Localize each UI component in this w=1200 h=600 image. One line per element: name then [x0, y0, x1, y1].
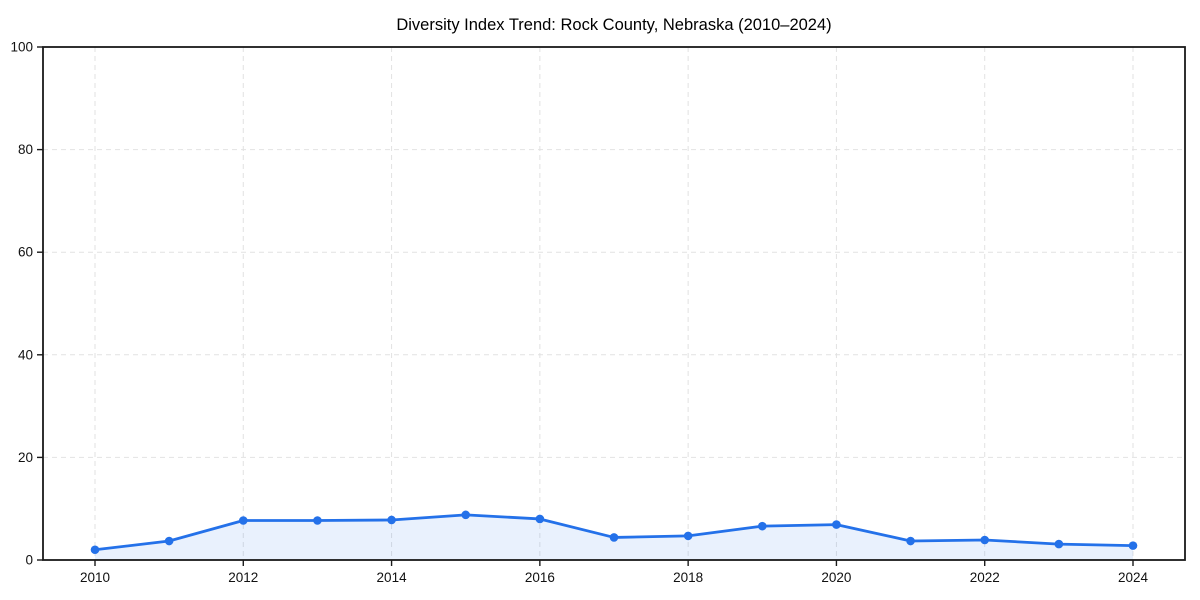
y-tick-label: 80 — [18, 142, 33, 157]
data-point-marker — [387, 515, 396, 525]
data-point-marker — [609, 533, 619, 542]
data-point-marker — [1128, 541, 1138, 550]
chart-title: Diversity Index Trend: Rock County, Nebr… — [396, 16, 831, 34]
data-point-marker — [906, 536, 915, 546]
data-point-marker — [832, 520, 841, 529]
x-tick-label: 2022 — [970, 570, 1000, 585]
data-point-marker — [238, 516, 248, 525]
grid-layer — [43, 47, 1185, 560]
data-point-marker — [535, 514, 545, 524]
x-tick-label: 2016 — [525, 570, 555, 585]
x-tick-label: 2018 — [673, 570, 703, 585]
y-tick-label: 60 — [18, 245, 33, 260]
data-point-marker — [313, 516, 322, 525]
x-tick-label: 2010 — [80, 570, 110, 585]
data-point-marker — [90, 545, 100, 555]
x-tick-label: 2024 — [1118, 570, 1149, 585]
series-layer — [90, 510, 1138, 560]
plot-frame-rect — [42, 46, 1186, 561]
plot-frame — [42, 46, 1186, 561]
data-point-marker — [164, 536, 174, 546]
x-tick-label: 2012 — [228, 570, 258, 585]
axis-label-layer: 2010 2012 2014 2016 2018 2020 2022 2024 0 20 40 60 8… — [10, 40, 1148, 586]
data-point-marker — [1054, 539, 1064, 549]
tick-layer — [37, 46, 1134, 566]
data-point-marker — [980, 535, 990, 545]
y-tick-label: 100 — [10, 40, 33, 55]
x-tick-label: 2014 — [377, 570, 408, 585]
y-tick-label: 20 — [18, 450, 33, 465]
y-tick-label: 40 — [18, 347, 33, 362]
data-point-marker — [757, 521, 767, 531]
data-point-marker — [461, 510, 471, 520]
y-tick-label: 0 — [25, 553, 33, 568]
data-point-marker — [683, 531, 693, 541]
x-tick-label: 2020 — [821, 570, 851, 585]
